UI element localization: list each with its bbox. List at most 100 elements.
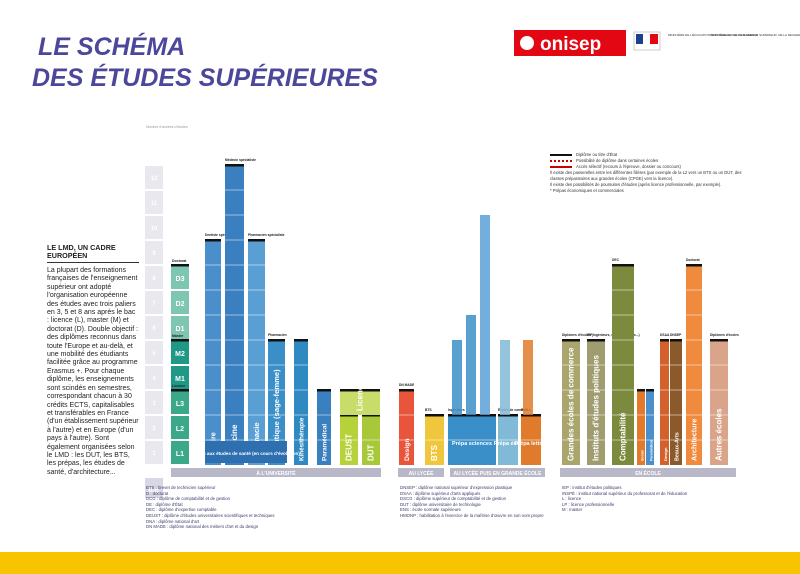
legend-row: Possibilité de diplôme dans certaines éc… xyxy=(550,158,746,164)
lmd-segment xyxy=(171,441,189,464)
column xyxy=(637,390,645,465)
diploma-bar xyxy=(362,414,380,417)
title: LE SCHÉMA xyxy=(38,32,185,61)
milestone-bar xyxy=(171,339,189,342)
column xyxy=(399,390,414,465)
column-label: Paramédical xyxy=(322,424,329,461)
glossary-entry: DN MADE : diplôme national des métiers d… xyxy=(146,524,259,530)
bac-label: Bac xyxy=(148,488,160,494)
diploma-bar xyxy=(340,389,380,392)
lmd-label: D3 xyxy=(176,276,185,283)
column-top-label: DSAA xyxy=(660,333,670,337)
column xyxy=(317,390,331,465)
diploma-bar xyxy=(294,339,308,342)
year-block xyxy=(145,391,163,414)
glossary-entry: DNA : diplôme national d'art xyxy=(146,518,200,524)
column-label: Paramédical xyxy=(650,440,654,461)
diploma-bar xyxy=(670,339,682,342)
glossary-entry: ENS : école normale supérieure xyxy=(400,507,461,513)
column-label: Comptabilité xyxy=(619,412,628,461)
diploma-bar xyxy=(498,414,518,417)
column-label: Architecture xyxy=(690,419,699,461)
year-label: 3 xyxy=(152,401,156,407)
column xyxy=(710,340,728,465)
legend: Diplôme ou titre d'État Possibilité de di… xyxy=(550,152,746,194)
year-label: 8 xyxy=(152,276,156,282)
sidebar-title: LE LMD, UN CADRE EUROPÉEN xyxy=(47,244,139,263)
lmd-label: L2 xyxy=(176,426,184,433)
section-bar xyxy=(450,468,545,477)
lmd-segment xyxy=(171,291,189,314)
lmd-label: D2 xyxy=(176,301,185,308)
ministry: MINISTÈRE DE L'ÉDUCATION NATIONALE ET DE… xyxy=(668,32,758,37)
glossary-entry: HMONP : habilitation à l'exercice de la … xyxy=(400,512,544,518)
glossary-entry: DEC : diplôme d'expertise comptable xyxy=(146,507,217,513)
column-label: Social xyxy=(641,450,645,461)
logo: onisep xyxy=(540,34,601,55)
section-bar xyxy=(171,468,381,477)
glossary-column: DNSEP : diplôme national supérieur d'exp… xyxy=(400,485,580,519)
diploma-bar xyxy=(562,339,580,342)
column xyxy=(205,240,221,465)
column-label: Maïeutique (sage-femme) xyxy=(272,369,281,461)
glossary-entry: DSCG : diplôme supérieur de comptabilité… xyxy=(400,496,507,502)
column xyxy=(646,390,654,465)
diploma-bar xyxy=(268,339,285,342)
lmd-segment xyxy=(171,341,189,364)
column-top-label: Diplômes d'écoles (ingénieurs, commerce,… xyxy=(562,333,640,337)
continuation xyxy=(452,340,462,415)
lmd-label: L3 xyxy=(176,401,184,408)
flag xyxy=(636,34,643,44)
lmd-segment xyxy=(171,391,189,414)
column-label: Instituts d'études politiques xyxy=(592,355,601,461)
column xyxy=(268,340,285,465)
year-block xyxy=(145,191,163,214)
diploma-bar xyxy=(317,389,331,392)
lmd-label: M1 xyxy=(175,376,185,383)
column-label: Beaux-Arts xyxy=(675,432,681,461)
year-label: 4 xyxy=(152,376,156,382)
column xyxy=(248,240,265,465)
column-top-label: Écoles de commerce xyxy=(498,407,531,412)
glossary-entry: DUT : diplôme universitaire de technolog… xyxy=(400,501,481,507)
column-label: Prépa éco* xyxy=(494,441,523,447)
legend-key xyxy=(550,154,572,156)
year-block xyxy=(145,166,163,189)
section-bar xyxy=(560,468,736,477)
milestone-bar xyxy=(171,264,189,267)
legend-key xyxy=(550,166,572,168)
glossary-entry: INSPÉ : institut national supérieur du p… xyxy=(562,490,688,496)
column-label: Grandes écoles de commerce xyxy=(567,347,576,461)
year-block xyxy=(145,341,163,364)
flag xyxy=(650,34,658,44)
legend-text: Possibilité de diplôme dans certaines éc… xyxy=(576,158,659,163)
column-label: Kinésithérapie xyxy=(299,417,306,461)
glossary-entry: LP : licence professionnelle xyxy=(562,501,615,507)
logo-icon xyxy=(520,36,534,50)
year-block xyxy=(145,441,163,464)
diploma-bar xyxy=(425,414,444,417)
diploma-bar xyxy=(448,414,496,417)
year-label: 12 xyxy=(151,176,158,182)
section-bar xyxy=(398,468,444,477)
milestone-label: Doctorat xyxy=(172,259,187,263)
column-top-label: DNSEP xyxy=(670,333,682,337)
health-access: Accès aux études de santé (en cours d'év… xyxy=(192,451,300,456)
section-label: À L'UNIVERSITÉ xyxy=(256,469,296,477)
column-top-label: Pharmacien spécialiste xyxy=(248,233,285,237)
continuation xyxy=(523,340,533,415)
column-label: Design xyxy=(663,447,668,461)
year-block xyxy=(145,416,163,439)
column-top-label: BTS xyxy=(425,408,432,412)
column xyxy=(562,340,580,465)
diploma-bar xyxy=(660,339,669,342)
lmd-label: D1 xyxy=(176,326,185,333)
glossary-entry: D : doctorat xyxy=(146,490,169,496)
legend-note: Il existe des passerelles entre les diff… xyxy=(550,170,742,181)
lmd-segment xyxy=(171,316,189,339)
year-block xyxy=(145,291,163,314)
glossary-entry: L : licence xyxy=(562,496,582,502)
footer-edge xyxy=(0,548,800,552)
health-access-box xyxy=(205,441,287,463)
